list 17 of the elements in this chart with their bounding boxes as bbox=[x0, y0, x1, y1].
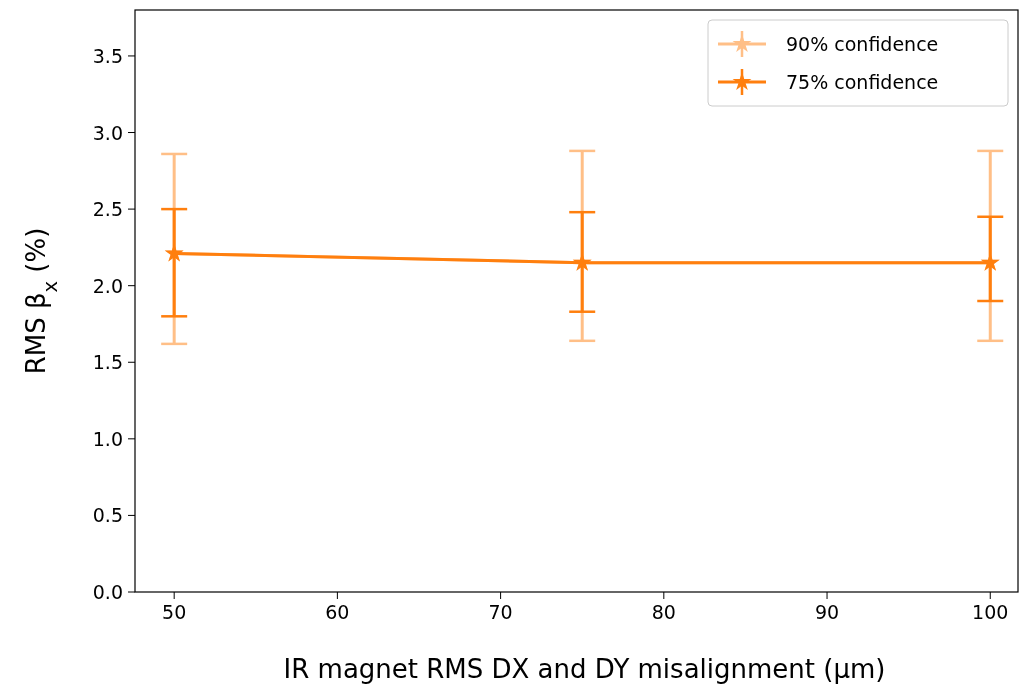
x-tick-label: 50 bbox=[162, 601, 187, 623]
x-tick-label: 60 bbox=[325, 601, 350, 623]
x-tick-label: 90 bbox=[814, 601, 840, 623]
legend-label: 75% confidence bbox=[786, 71, 939, 93]
x-tick-label: 70 bbox=[488, 601, 513, 623]
y-tick-label: 2.5 bbox=[92, 198, 123, 221]
x-tick-label: 100 bbox=[972, 601, 1009, 623]
legend-label: 90% confidence bbox=[786, 33, 939, 55]
y-tick-label: 3.0 bbox=[92, 121, 123, 144]
y-tick-label: 3.5 bbox=[92, 44, 123, 67]
x-axis-title: IR magnet RMS DX and DY misalignment (μm) bbox=[283, 654, 886, 684]
x-tick-label: 80 bbox=[651, 601, 676, 623]
y-tick-label: 0.0 bbox=[92, 581, 123, 603]
y-tick-label: 1.5 bbox=[92, 351, 123, 374]
y-tick-label: 1.0 bbox=[92, 427, 123, 450]
y-tick-label: 2.0 bbox=[92, 274, 123, 297]
y-tick-label: 0.5 bbox=[92, 504, 123, 527]
